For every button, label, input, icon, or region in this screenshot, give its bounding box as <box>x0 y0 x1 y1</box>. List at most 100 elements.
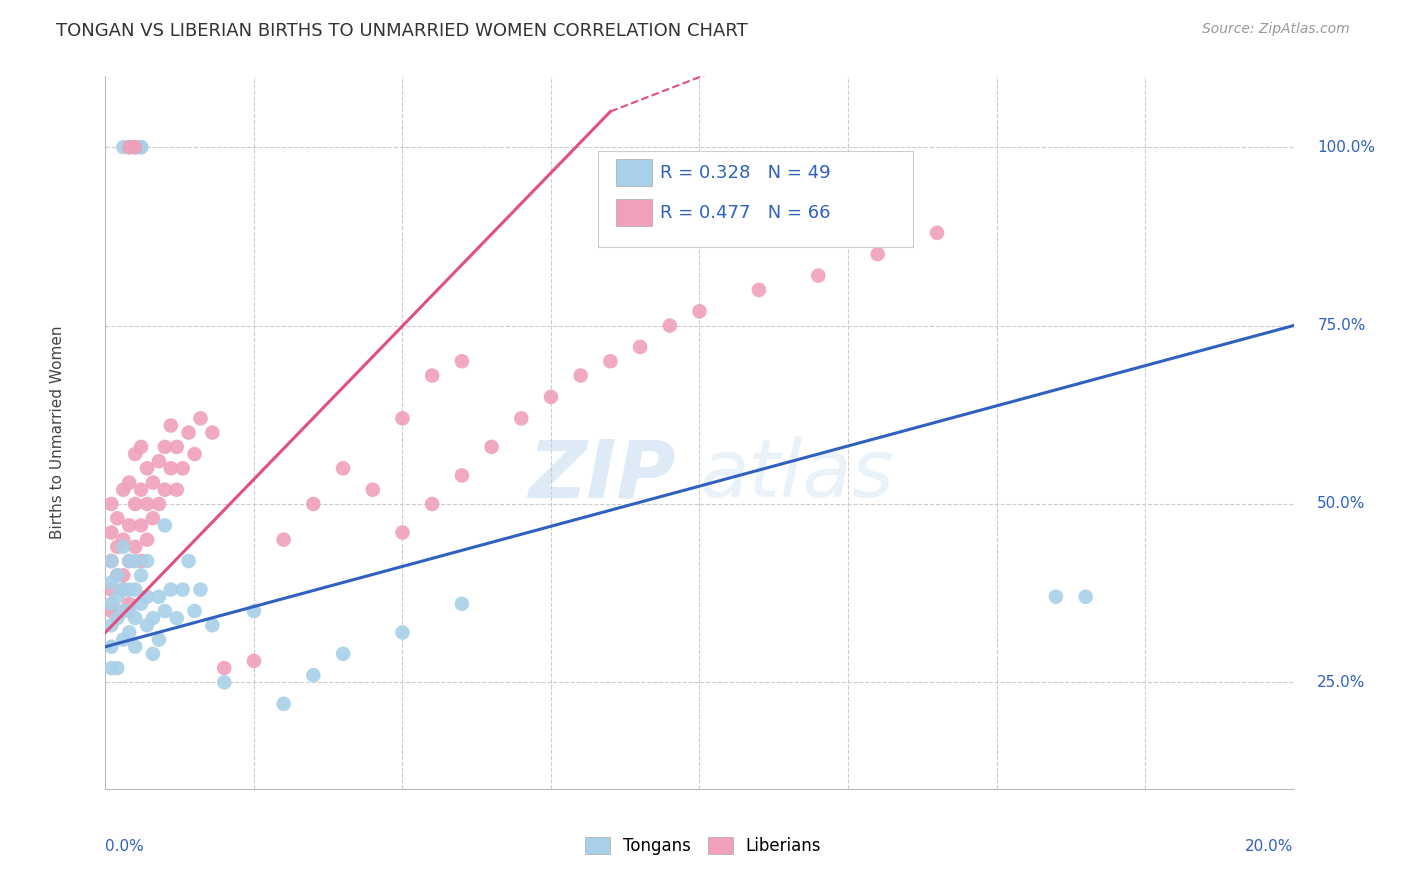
Point <box>177 425 200 440</box>
Point <box>450 468 472 483</box>
Point <box>183 447 205 461</box>
Point <box>129 140 152 154</box>
Point <box>112 568 135 582</box>
Point <box>100 497 122 511</box>
Point <box>100 618 122 632</box>
Point <box>118 140 141 154</box>
Point <box>142 475 165 490</box>
Point <box>100 604 122 618</box>
Point <box>172 582 194 597</box>
Point <box>105 604 128 618</box>
Point <box>100 640 122 654</box>
Point <box>105 568 128 582</box>
Point <box>420 497 443 511</box>
Point <box>159 461 181 475</box>
Point <box>599 354 621 368</box>
Point <box>201 618 224 632</box>
Point <box>159 582 181 597</box>
Point <box>112 582 135 597</box>
Point <box>166 483 188 497</box>
Point <box>105 568 128 582</box>
Text: ZIP: ZIP <box>529 436 676 515</box>
Point <box>136 497 159 511</box>
Point <box>124 640 146 654</box>
Point <box>1045 590 1067 604</box>
Point <box>118 140 141 154</box>
Point <box>112 140 135 154</box>
Text: TONGAN VS LIBERIAN BIRTHS TO UNMARRIED WOMEN CORRELATION CHART: TONGAN VS LIBERIAN BIRTHS TO UNMARRIED W… <box>56 22 748 40</box>
FancyBboxPatch shape <box>599 151 914 247</box>
Point <box>1074 590 1097 604</box>
Point <box>105 511 128 525</box>
Point <box>569 368 592 383</box>
Point <box>142 511 165 525</box>
Point <box>124 140 146 154</box>
Point <box>129 568 152 582</box>
Point <box>124 540 146 554</box>
Point <box>118 625 141 640</box>
Text: 0.0%: 0.0% <box>105 839 145 855</box>
Point <box>391 625 413 640</box>
Point <box>748 283 770 297</box>
Point <box>214 675 236 690</box>
Point <box>177 554 200 568</box>
Text: 20.0%: 20.0% <box>1246 839 1294 855</box>
Point <box>136 618 159 632</box>
Bar <box>616 160 652 186</box>
Point <box>190 411 212 425</box>
Legend: Tongans, Liberians: Tongans, Liberians <box>578 830 828 862</box>
Point <box>100 525 122 540</box>
Point <box>112 632 135 647</box>
Point <box>100 554 122 568</box>
Point <box>148 497 170 511</box>
Point <box>807 268 830 283</box>
Point <box>105 540 128 554</box>
Point <box>136 461 159 475</box>
Point <box>927 226 949 240</box>
Point <box>112 582 135 597</box>
Point <box>302 497 325 511</box>
Point <box>118 554 141 568</box>
Point <box>866 247 889 261</box>
Point <box>118 475 141 490</box>
Point <box>118 554 141 568</box>
Point <box>302 668 325 682</box>
Point <box>332 461 354 475</box>
Point <box>159 418 181 433</box>
Point <box>100 597 122 611</box>
Point <box>361 483 384 497</box>
Point <box>129 518 152 533</box>
Point <box>142 611 165 625</box>
Point <box>332 647 354 661</box>
Point <box>450 597 472 611</box>
Point <box>105 590 128 604</box>
Point <box>124 497 146 511</box>
Point <box>118 597 141 611</box>
Point <box>166 440 188 454</box>
Point <box>136 533 159 547</box>
Point <box>129 554 152 568</box>
Point <box>124 582 146 597</box>
Point <box>214 661 236 675</box>
Point <box>153 440 176 454</box>
Point <box>129 440 152 454</box>
Point <box>136 590 159 604</box>
Point <box>273 697 295 711</box>
Point <box>183 604 205 618</box>
Point <box>124 140 146 154</box>
Text: 100.0%: 100.0% <box>1317 140 1375 154</box>
Point <box>172 461 194 475</box>
Point <box>124 554 146 568</box>
Text: 50.0%: 50.0% <box>1317 497 1365 511</box>
Point <box>118 582 141 597</box>
Point <box>510 411 533 425</box>
Point <box>190 582 212 597</box>
Text: 75.0%: 75.0% <box>1317 318 1365 333</box>
Text: R = 0.328   N = 49: R = 0.328 N = 49 <box>661 164 831 182</box>
Point <box>100 661 122 675</box>
Point <box>481 440 503 454</box>
Point <box>100 582 122 597</box>
Point <box>658 318 681 333</box>
Point <box>124 611 146 625</box>
Point <box>148 454 170 468</box>
